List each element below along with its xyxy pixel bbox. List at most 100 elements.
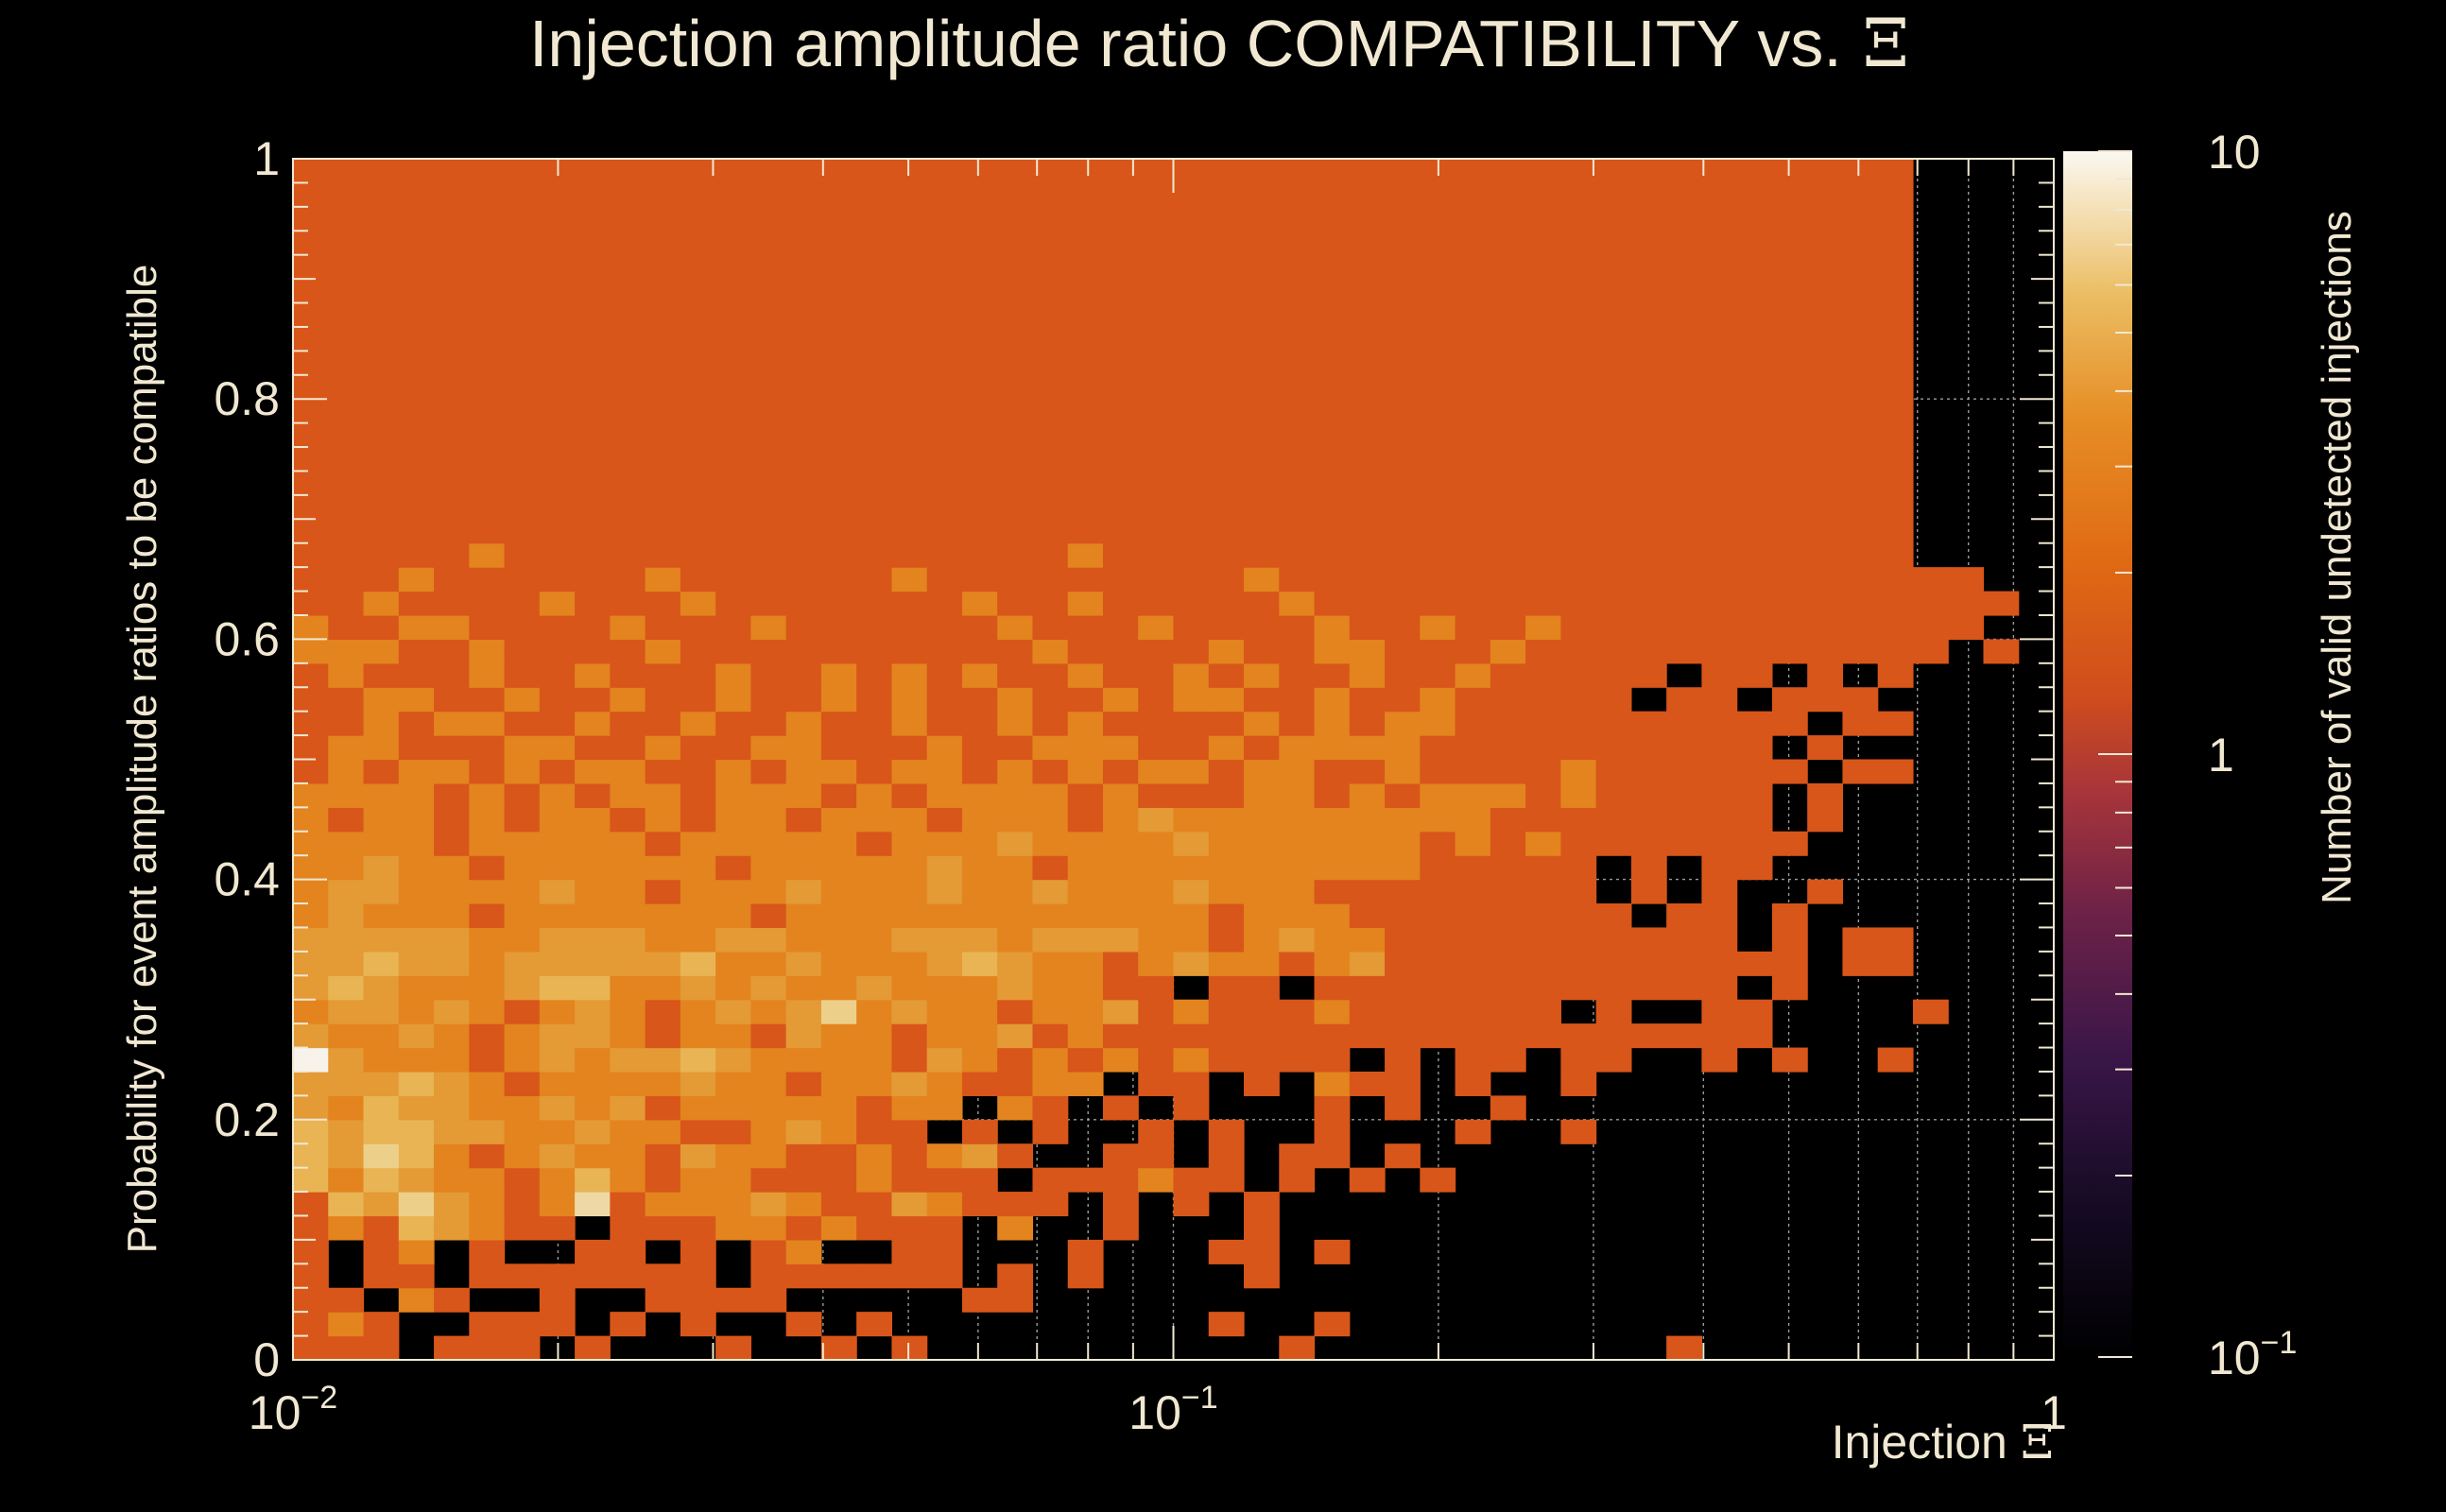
heatmap-cell: [1102, 422, 1139, 448]
heatmap-cell: [1525, 879, 1561, 904]
heatmap-cell: [1560, 855, 1597, 881]
heatmap-cell: [1032, 831, 1069, 856]
heatmap-cell: [504, 1071, 541, 1096]
heatmap-cell: [1173, 494, 1210, 520]
heatmap-cell: [1244, 399, 1280, 424]
heatmap-cell: [961, 519, 998, 544]
heatmap-cell: [1102, 519, 1139, 544]
heatmap-cell: [1102, 1095, 1139, 1121]
heatmap-cell: [293, 951, 329, 976]
heatmap-cell: [785, 231, 822, 256]
heatmap-cell: [750, 1047, 787, 1073]
heatmap-cell: [1525, 471, 1561, 496]
heatmap-cell: [398, 159, 435, 184]
heatmap-cell: [1314, 879, 1351, 904]
heatmap-cell: [1455, 614, 1491, 640]
heatmap-cell: [1385, 975, 1421, 1001]
heatmap-cell: [1701, 735, 1738, 761]
heatmap-cell: [1244, 447, 1280, 472]
heatmap-cell: [398, 951, 435, 976]
heatmap-cell: [539, 927, 576, 953]
heatmap-cell: [398, 254, 435, 280]
heatmap-cell: [398, 351, 435, 376]
heatmap-cell: [1560, 542, 1597, 568]
heatmap-cell: [820, 687, 857, 713]
heatmap-cell: [1173, 879, 1210, 904]
heatmap-cell: [398, 494, 435, 520]
heatmap-cell: [1102, 662, 1139, 688]
heatmap-cell: [1314, 206, 1351, 232]
heatmap-cell: [539, 471, 576, 496]
heatmap-cell: [1032, 1167, 1069, 1193]
heatmap-cell: [1595, 231, 1632, 256]
heatmap-cell: [1807, 374, 1844, 400]
heatmap-cell: [1385, 614, 1421, 640]
heatmap-cell: [1102, 279, 1139, 304]
heatmap-cell: [997, 567, 1034, 593]
heatmap-cell: [1244, 735, 1280, 761]
heatmap-cell: [1771, 951, 1808, 976]
heatmap-cell: [1877, 951, 1914, 976]
heatmap-cell: [926, 542, 963, 568]
heatmap-cell: [1455, 975, 1491, 1001]
heatmap-cell: [1455, 1023, 1491, 1049]
heatmap-cell: [1701, 542, 1738, 568]
heatmap-cell: [575, 374, 611, 400]
heatmap-cell: [1842, 231, 1879, 256]
heatmap-cell: [715, 326, 751, 352]
heatmap-cell: [1455, 351, 1491, 376]
heatmap-cell: [680, 711, 716, 736]
heatmap-cell: [1455, 855, 1491, 881]
heatmap-cell: [469, 494, 506, 520]
heatmap-cell: [1173, 1167, 1210, 1193]
heatmap-cell: [1102, 351, 1139, 376]
heatmap-cell: [785, 326, 822, 352]
heatmap-cell: [1314, 494, 1351, 520]
heatmap-cell: [504, 807, 541, 833]
heatmap-cell: [539, 951, 576, 976]
heatmap-cell: [856, 951, 893, 976]
heatmap-cell: [293, 903, 329, 929]
heatmap-cell: [856, 279, 893, 304]
heatmap-cell: [469, 782, 506, 808]
heatmap-cell: [926, 422, 963, 448]
heatmap-cell: [1067, 831, 1104, 856]
heatmap-cell: [1490, 1023, 1526, 1049]
heatmap-cell: [1032, 231, 1069, 256]
heatmap-cell: [469, 447, 506, 472]
heatmap-cell: [997, 399, 1034, 424]
heatmap-cell: [575, 711, 611, 736]
heatmap-cell: [1701, 279, 1738, 304]
heatmap-cell: [539, 447, 576, 472]
heatmap-cell: [680, 999, 716, 1024]
heatmap-cell: [539, 999, 576, 1024]
heatmap-cell: [1842, 326, 1879, 352]
heatmap-cell: [1455, 1047, 1491, 1073]
heatmap-cell: [469, 1167, 506, 1193]
heatmap-cell: [398, 1119, 435, 1144]
heatmap-cell: [820, 855, 857, 881]
heatmap-cell: [785, 519, 822, 544]
heatmap-cell: [504, 782, 541, 808]
heatmap-cell: [328, 302, 365, 328]
heatmap-cell: [820, 1119, 857, 1144]
heatmap-cell: [1630, 231, 1667, 256]
heatmap-cell: [1208, 591, 1245, 616]
heatmap-cell: [363, 1335, 400, 1361]
heatmap-cell: [1701, 879, 1738, 904]
heatmap-cell: [1349, 567, 1386, 593]
heatmap-cell: [997, 254, 1034, 280]
heatmap-cell: [1877, 159, 1914, 184]
heatmap-cell: [1701, 231, 1738, 256]
heatmap-cell: [1877, 447, 1914, 472]
heatmap-cell: [610, 302, 646, 328]
heatmap-cell: [1630, 951, 1667, 976]
heatmap-cell: [1525, 302, 1561, 328]
heatmap-cell: [398, 927, 435, 953]
heatmap-cell: [293, 519, 329, 544]
heatmap-cell: [856, 1095, 893, 1121]
heatmap-cell: [820, 519, 857, 544]
heatmap-cell: [1525, 159, 1561, 184]
heatmap-cell: [1701, 1047, 1738, 1073]
